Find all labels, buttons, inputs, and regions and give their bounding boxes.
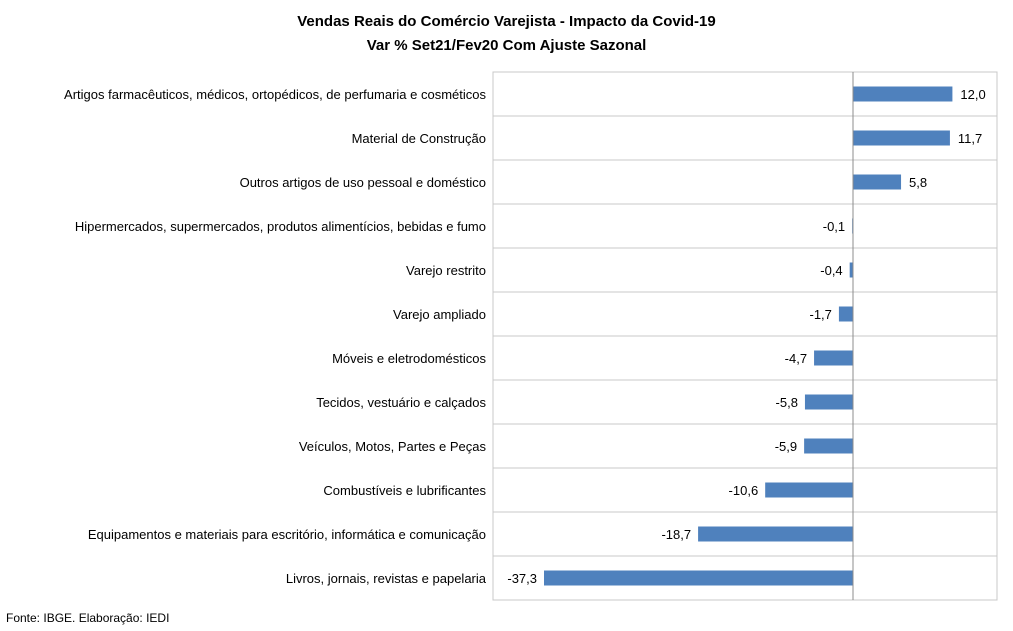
chart-subtitle: Var % Set21/Fev20 Com Ajuste Sazonal [366, 37, 647, 54]
data-label: -5,8 [776, 395, 798, 410]
category-label: Livros, jornais, revistas e papelaria [286, 571, 487, 586]
bar [838, 306, 853, 322]
source-note: Fonte: IBGE. Elaboração: IEDI [6, 611, 170, 625]
category-label: Equipamentos e materiais para escritório… [88, 527, 486, 542]
chart-title: Vendas Reais do Comércio Varejista - Imp… [297, 13, 716, 30]
data-label: -10,6 [729, 483, 759, 498]
category-label: Combustíveis e lubrificantes [323, 483, 486, 498]
bar [853, 174, 902, 190]
data-label: -5,9 [775, 439, 797, 454]
category-label: Outros artigos de uso pessoal e doméstic… [240, 175, 486, 190]
data-label: 12,0 [960, 87, 985, 102]
category-label: Material de Construção [352, 131, 486, 146]
bar [804, 394, 853, 410]
data-label: -4,7 [785, 351, 807, 366]
bar [814, 350, 853, 366]
bar [544, 570, 853, 586]
bar [698, 526, 853, 542]
category-label: Varejo restrito [406, 263, 486, 278]
data-label: -1,7 [810, 307, 832, 322]
data-label: -0,4 [820, 263, 842, 278]
bar [765, 482, 853, 498]
data-label: -18,7 [661, 527, 691, 542]
category-label: Tecidos, vestuário e calçados [316, 395, 486, 410]
data-label: -37,3 [507, 571, 537, 586]
bar [849, 262, 853, 278]
category-label: Varejo ampliado [393, 307, 486, 322]
category-label: Móveis e eletrodomésticos [332, 351, 486, 366]
bar [853, 86, 953, 102]
data-label: 11,7 [958, 131, 982, 146]
data-label: 5,8 [909, 175, 927, 190]
category-label: Artigos farmacêuticos, médicos, ortopédi… [64, 87, 486, 102]
category-label: Veículos, Motos, Partes e Peças [299, 439, 487, 454]
chart-title-block: Vendas Reais do Comércio Varejista - Imp… [0, 10, 1013, 58]
category-label: Hipermercados, supermercados, produtos a… [75, 219, 486, 234]
bar [804, 438, 853, 454]
data-label: -0,1 [823, 219, 845, 234]
bar [853, 130, 950, 146]
